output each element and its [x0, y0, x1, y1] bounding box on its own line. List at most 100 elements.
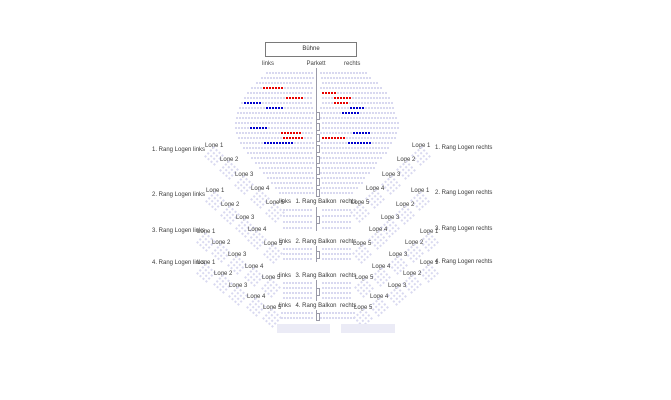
seat[interactable] [337, 297, 339, 299]
seat[interactable] [359, 132, 361, 134]
seat[interactable] [328, 221, 330, 223]
seat[interactable] [262, 137, 264, 139]
seat[interactable] [236, 181, 240, 184]
seat[interactable] [199, 274, 202, 278]
seat[interactable] [283, 227, 285, 229]
seat[interactable] [265, 92, 267, 94]
seat[interactable] [236, 168, 239, 171]
seat[interactable] [292, 137, 294, 139]
seat[interactable] [333, 147, 335, 149]
seat[interactable] [296, 157, 298, 159]
seat[interactable] [325, 127, 327, 129]
seat[interactable] [325, 92, 327, 94]
seat[interactable] [289, 287, 291, 289]
seat[interactable] [298, 127, 300, 129]
seat[interactable] [388, 276, 391, 279]
seat[interactable] [333, 192, 335, 194]
seat[interactable] [373, 127, 375, 129]
seat[interactable] [428, 263, 431, 266]
seat[interactable] [424, 271, 428, 275]
seat[interactable] [235, 122, 237, 124]
seat[interactable] [420, 146, 423, 149]
seat[interactable] [307, 102, 309, 104]
seat[interactable] [355, 137, 357, 139]
seat[interactable] [243, 192, 246, 195]
seat[interactable] [216, 251, 220, 255]
seat[interactable] [239, 294, 243, 298]
seat[interactable] [328, 248, 330, 250]
seat[interactable] [352, 137, 354, 139]
seat[interactable] [330, 112, 332, 114]
seat[interactable] [322, 253, 324, 255]
seat[interactable] [286, 92, 288, 94]
seat[interactable] [293, 107, 295, 109]
seat[interactable] [295, 253, 297, 255]
seat[interactable] [392, 183, 396, 187]
seat[interactable] [242, 117, 244, 119]
seat[interactable] [258, 194, 262, 198]
seat[interactable] [353, 312, 355, 314]
seat[interactable] [304, 152, 306, 154]
seat[interactable] [339, 112, 341, 114]
seat[interactable] [329, 312, 331, 314]
seat[interactable] [375, 162, 377, 164]
seat[interactable] [334, 227, 336, 229]
seat[interactable] [304, 297, 306, 299]
seat[interactable] [295, 122, 297, 124]
seat[interactable] [236, 297, 240, 301]
seat[interactable] [265, 250, 269, 253]
seat[interactable] [331, 282, 333, 284]
seat[interactable] [364, 152, 366, 154]
seat[interactable] [418, 196, 422, 200]
seat[interactable] [250, 122, 252, 124]
seat[interactable] [359, 172, 361, 174]
seat[interactable] [352, 252, 355, 255]
seat[interactable] [320, 312, 322, 314]
seat[interactable] [260, 132, 262, 134]
seat[interactable] [275, 132, 277, 134]
seat[interactable] [242, 297, 246, 300]
seat[interactable] [221, 285, 225, 289]
seat[interactable] [276, 142, 278, 144]
seat[interactable] [245, 117, 247, 119]
seat[interactable] [283, 248, 285, 250]
seat[interactable] [340, 253, 342, 255]
seat[interactable] [422, 268, 425, 272]
seat[interactable] [364, 122, 366, 124]
seat[interactable] [257, 305, 261, 309]
seat[interactable] [255, 275, 259, 279]
seat[interactable] [328, 297, 330, 299]
seat[interactable] [229, 222, 232, 225]
seat[interactable] [224, 288, 228, 291]
seat[interactable] [282, 177, 284, 179]
seat[interactable] [267, 77, 269, 79]
seat[interactable] [389, 186, 393, 190]
seat[interactable] [382, 241, 385, 245]
seat[interactable] [283, 122, 285, 124]
seat[interactable] [226, 219, 229, 223]
seat[interactable] [419, 151, 423, 155]
seat[interactable] [371, 132, 373, 134]
seat[interactable] [321, 112, 323, 114]
seat[interactable] [267, 162, 269, 164]
seat[interactable] [327, 112, 329, 114]
seat[interactable] [363, 278, 366, 281]
seat[interactable] [349, 102, 351, 104]
seat[interactable] [246, 220, 249, 224]
seat[interactable] [413, 243, 416, 246]
seat[interactable] [285, 142, 287, 144]
seat[interactable] [256, 247, 259, 250]
seat[interactable] [373, 137, 375, 139]
seat[interactable] [358, 127, 360, 129]
seat[interactable] [356, 132, 358, 134]
seat[interactable] [284, 107, 286, 109]
seat[interactable] [253, 127, 255, 129]
seat[interactable] [299, 187, 301, 189]
seat[interactable] [354, 112, 356, 114]
seat[interactable] [303, 77, 305, 79]
seat[interactable] [349, 215, 351, 217]
seat[interactable] [341, 132, 343, 134]
seat[interactable] [294, 77, 296, 79]
seat[interactable] [331, 122, 333, 124]
seat[interactable] [222, 291, 225, 294]
